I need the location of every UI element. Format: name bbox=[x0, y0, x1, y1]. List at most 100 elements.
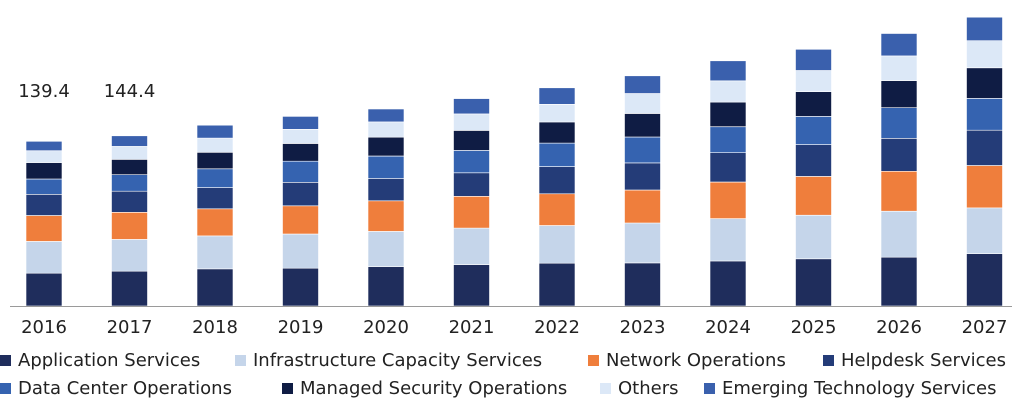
x-tick-labels: 2016 2017 2018 2019 2020 2021 2022 2023 2024 2025… bbox=[21, 317, 1007, 338]
bar-segment-2020-series-0 bbox=[367, 266, 405, 307]
bar-segment-2027-series-5 bbox=[966, 67, 1003, 99]
bar-segment-2025-series-4 bbox=[795, 116, 832, 145]
bar-segment-2016-series-4 bbox=[25, 178, 63, 195]
data-label-2017: 144.4 bbox=[104, 81, 156, 102]
bar-segment-2024-series-7 bbox=[709, 60, 747, 82]
bar-segment-2016-series-0 bbox=[25, 272, 63, 307]
data-labels: 139.4 144.4 bbox=[18, 81, 155, 102]
bar-segment-2022-series-5 bbox=[538, 121, 576, 144]
bar-segment-2026-series-1 bbox=[880, 211, 918, 258]
bar-segment-2024-series-5 bbox=[709, 101, 747, 128]
x-tick-label-2020: 2020 bbox=[363, 317, 409, 338]
bar-segment-2019-series-0 bbox=[282, 267, 319, 307]
bar-segment-2018-series-5 bbox=[196, 152, 234, 170]
bar-segment-2017-series-2 bbox=[111, 212, 148, 240]
bar-segment-2025-series-2 bbox=[795, 176, 832, 216]
bar-segment-2023-series-0 bbox=[624, 262, 661, 307]
bar-segment-2026-series-7 bbox=[880, 33, 918, 57]
bar-segment-2016-series-6 bbox=[25, 150, 63, 163]
bar-segment-2025-series-5 bbox=[795, 91, 832, 117]
bar-segment-2024-series-6 bbox=[709, 80, 747, 103]
bar-segment-2021-series-5 bbox=[453, 130, 490, 151]
bar-segment-2024-series-4 bbox=[709, 126, 747, 154]
bar-segment-2022-series-4 bbox=[538, 142, 576, 167]
bar-segment-2017-series-4 bbox=[111, 174, 148, 192]
bar-segment-2017-series-1 bbox=[111, 239, 148, 272]
bar-segment-2024-series-0 bbox=[709, 260, 747, 307]
bar-segment-2019-series-7 bbox=[282, 116, 319, 130]
bar-segment-2026-series-0 bbox=[880, 256, 918, 307]
bar-segment-2022-series-2 bbox=[538, 193, 576, 226]
bar-segment-2021-series-7 bbox=[453, 98, 490, 115]
x-tick-label-2023: 2023 bbox=[620, 317, 666, 338]
bar-segment-2026-series-4 bbox=[880, 107, 918, 139]
bar-segment-2020-series-7 bbox=[367, 108, 405, 123]
bar-segment-2023-series-5 bbox=[624, 113, 661, 138]
bar-segment-2021-series-4 bbox=[453, 150, 490, 174]
bar-segment-2024-series-3 bbox=[709, 152, 747, 183]
bar-segment-2026-series-3 bbox=[880, 138, 918, 172]
bar-segment-2016-series-5 bbox=[25, 162, 63, 180]
x-tick-label-2019: 2019 bbox=[278, 317, 324, 338]
legend-label-3: Helpdesk Services bbox=[841, 350, 1006, 371]
bar-segment-2021-series-1 bbox=[453, 227, 490, 265]
legend-swatch-0 bbox=[0, 355, 11, 366]
bar-segment-2025-series-1 bbox=[795, 215, 832, 260]
bar-segment-2020-series-5 bbox=[367, 136, 405, 157]
bar-segment-2019-series-1 bbox=[282, 233, 319, 269]
bar-segment-2027-series-1 bbox=[966, 207, 1003, 255]
x-tick-label-2027: 2027 bbox=[962, 317, 1008, 338]
legend-label-4: Data Center Operations bbox=[18, 378, 232, 399]
bar-segment-2020-series-2 bbox=[367, 200, 405, 232]
bar-segment-2021-series-3 bbox=[453, 172, 490, 197]
bar-segment-2027-series-6 bbox=[966, 40, 1003, 69]
x-tick-label-2025: 2025 bbox=[791, 317, 837, 338]
legend-label-1: Infrastructure Capacity Services bbox=[253, 350, 542, 371]
bar-segment-2025-series-3 bbox=[795, 144, 832, 177]
bar-segment-2020-series-6 bbox=[367, 121, 405, 138]
bar-segment-2025-series-0 bbox=[795, 258, 832, 307]
legend-label-2: Network Operations bbox=[606, 350, 786, 371]
bar-segment-2019-series-5 bbox=[282, 143, 319, 162]
bar-segment-2026-series-5 bbox=[880, 80, 918, 108]
bar-segment-2023-series-7 bbox=[624, 75, 661, 94]
bar-segment-2018-series-0 bbox=[196, 268, 234, 307]
legend-swatch-1 bbox=[235, 355, 246, 366]
bar-segment-2023-series-2 bbox=[624, 189, 661, 224]
x-tick-label-2024: 2024 bbox=[705, 317, 751, 338]
x-tick-label-2021: 2021 bbox=[449, 317, 495, 338]
x-tick-label-2018: 2018 bbox=[192, 317, 238, 338]
legend-swatch-6 bbox=[600, 383, 611, 394]
bar-segment-2017-series-7 bbox=[111, 135, 148, 147]
bar-segment-2021-series-2 bbox=[453, 196, 490, 229]
bar-segment-2020-series-3 bbox=[367, 178, 405, 202]
bar-segment-2020-series-1 bbox=[367, 231, 405, 267]
legend-swatch-5 bbox=[282, 383, 293, 394]
bar-segment-2024-series-1 bbox=[709, 218, 747, 262]
bar-segment-2025-series-7 bbox=[795, 48, 832, 71]
bar-segment-2018-series-2 bbox=[196, 208, 234, 237]
x-tick-label-2016: 2016 bbox=[21, 317, 67, 338]
legend-label-6: Others bbox=[618, 378, 679, 399]
bar-segment-2017-series-6 bbox=[111, 146, 148, 160]
bar-segment-2027-series-4 bbox=[966, 98, 1003, 131]
legend-label-0: Application Services bbox=[18, 350, 200, 371]
bar-segment-2027-series-2 bbox=[966, 165, 1003, 209]
bar-segment-2026-series-6 bbox=[880, 55, 918, 81]
x-tick-label-2026: 2026 bbox=[876, 317, 922, 338]
bar-segment-2022-series-0 bbox=[538, 262, 576, 307]
bar-segment-2020-series-4 bbox=[367, 155, 405, 179]
bar-segment-2017-series-5 bbox=[111, 159, 148, 175]
x-tick-label-2017: 2017 bbox=[107, 317, 153, 338]
legend-swatch-4 bbox=[0, 383, 11, 394]
bar-segment-2027-series-0 bbox=[966, 253, 1003, 307]
bar-segment-2021-series-0 bbox=[453, 264, 490, 307]
bar-segment-2022-series-7 bbox=[538, 87, 576, 105]
bar-segment-2018-series-6 bbox=[196, 137, 234, 153]
bar-segment-2019-series-6 bbox=[282, 129, 319, 144]
bar-segment-2016-series-2 bbox=[25, 215, 63, 242]
bar-segment-2022-series-3 bbox=[538, 166, 576, 195]
bar-segment-2019-series-4 bbox=[282, 160, 319, 183]
bar-segment-2027-series-3 bbox=[966, 129, 1003, 166]
bar-segment-2016-series-1 bbox=[25, 241, 63, 274]
